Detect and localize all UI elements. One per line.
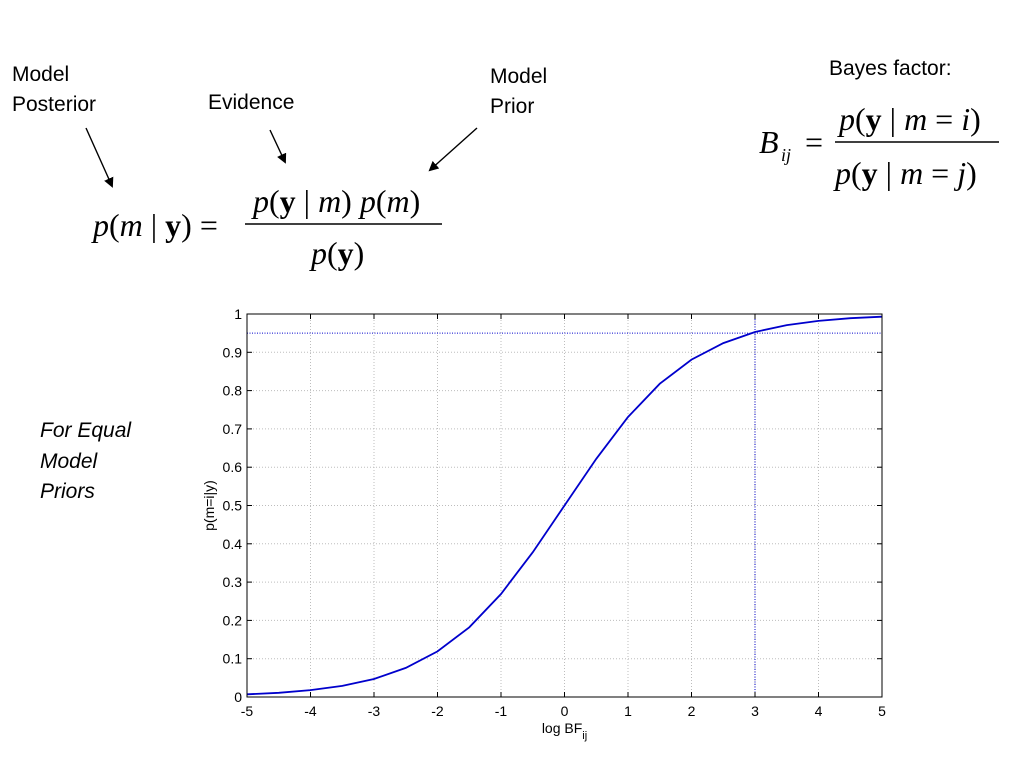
- svg-text:p(y | m = j): p(y | m = j): [833, 155, 977, 191]
- svg-text:ij: ij: [781, 145, 791, 165]
- annotation-arrows: [85, 127, 478, 188]
- y-tick-label: 0.8: [223, 383, 243, 399]
- equal-priors-note: For Equal Model Priors: [40, 419, 132, 503]
- y-tick-label: 0: [234, 689, 242, 705]
- y-tick-label: 0.9: [223, 344, 243, 360]
- model-posterior-label: Model Posterior: [12, 63, 97, 116]
- x-tick-label: -3: [368, 703, 381, 719]
- reference-lines: [247, 314, 882, 697]
- svg-text:p(m | y) =: p(m | y) =: [91, 207, 218, 243]
- svg-text:p(y | m) p(m): p(y | m) p(m): [251, 183, 420, 219]
- evidence-label: Evidence: [208, 91, 295, 114]
- y-tick-label: 0.3: [223, 574, 243, 590]
- y-tick-label: 0.4: [223, 536, 243, 552]
- series-line: [246, 315, 883, 696]
- x-tick-label: -5: [241, 703, 254, 719]
- y-tick-label: 0.2: [223, 612, 243, 628]
- prior-arrow: [428, 127, 478, 172]
- x-tick-label: 4: [815, 703, 823, 719]
- x-tick-label: 3: [751, 703, 759, 719]
- y-tick-label: 0.6: [223, 459, 243, 475]
- x-tick-label: -2: [431, 703, 444, 719]
- grid-lines: [247, 314, 882, 697]
- y-tick-label: 0.7: [223, 421, 243, 437]
- evidence-arrow: [269, 129, 287, 164]
- x-tick-label: -4: [304, 703, 317, 719]
- x-tick-label: -1: [495, 703, 508, 719]
- x-tick-label: 2: [688, 703, 696, 719]
- x-axis-ticks: -5 -4 -3 -2 -1 0 1 2 3 4 5: [241, 314, 886, 719]
- x-tick-label: 0: [561, 703, 569, 719]
- bayes-rule-equation: p(m | y) = p(y | m) p(m) p(y): [91, 183, 442, 271]
- y-tick-label: 0.1: [223, 651, 243, 667]
- svg-text:B: B: [759, 124, 779, 160]
- bayes-factor-equation: B ij = p(y | m = i) p(y | m = j): [759, 101, 999, 191]
- svg-text:p(y): p(y): [309, 235, 364, 271]
- y-axis-ticks: 0 0.1 0.2 0.3 0.4 0.5 0.6 0.7 0.8 0.9 1: [223, 306, 882, 705]
- svg-text:=: =: [805, 124, 823, 160]
- y-axis-label: p(m=i|y): [201, 480, 217, 531]
- x-tick-label: 1: [624, 703, 632, 719]
- y-tick-label: 0.5: [223, 498, 243, 514]
- bayes-factor-heading: Bayes factor:: [829, 57, 952, 80]
- y-tick-label: 1: [234, 306, 242, 322]
- x-tick-label: 5: [878, 703, 886, 719]
- svg-text:p(y | m = i): p(y | m = i): [837, 101, 981, 137]
- model-prior-label: Model Prior: [490, 65, 548, 118]
- posterior-arrow: [85, 127, 114, 188]
- x-axis-label: log BFij: [542, 720, 587, 742]
